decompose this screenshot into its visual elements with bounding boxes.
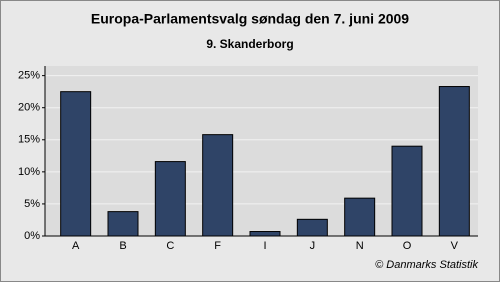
x-tick-label: A xyxy=(72,240,80,252)
y-tick-label: 20% xyxy=(18,102,40,114)
x-tick-label: N xyxy=(356,240,364,252)
y-tick-label: 25% xyxy=(18,70,40,82)
bar xyxy=(344,197,376,237)
y-tick-label: 15% xyxy=(18,134,40,146)
bar xyxy=(249,231,281,237)
x-tick-label: F xyxy=(214,240,221,252)
x-tick-label: J xyxy=(310,240,316,252)
y-tick-label: 0% xyxy=(24,230,40,242)
bar xyxy=(296,218,328,237)
y-tick-label: 10% xyxy=(18,166,40,178)
chart-subtitle: 9. Skanderborg xyxy=(206,37,293,51)
chart-title: Europa-Parlamentsvalg søndag den 7. juni… xyxy=(91,11,409,27)
bar xyxy=(202,134,234,237)
x-tick-label: C xyxy=(166,240,174,252)
x-tick-label: I xyxy=(263,240,266,252)
bar xyxy=(60,91,92,237)
source: © Danmarks Statistik xyxy=(375,259,478,271)
x-tick-label: O xyxy=(403,240,412,252)
bar xyxy=(107,211,139,237)
y-tick-label: 5% xyxy=(24,198,40,210)
x-tick-label: V xyxy=(451,240,459,252)
bar xyxy=(154,161,186,237)
bar xyxy=(391,145,423,237)
x-tick-label: B xyxy=(119,240,126,252)
bar xyxy=(438,86,470,237)
